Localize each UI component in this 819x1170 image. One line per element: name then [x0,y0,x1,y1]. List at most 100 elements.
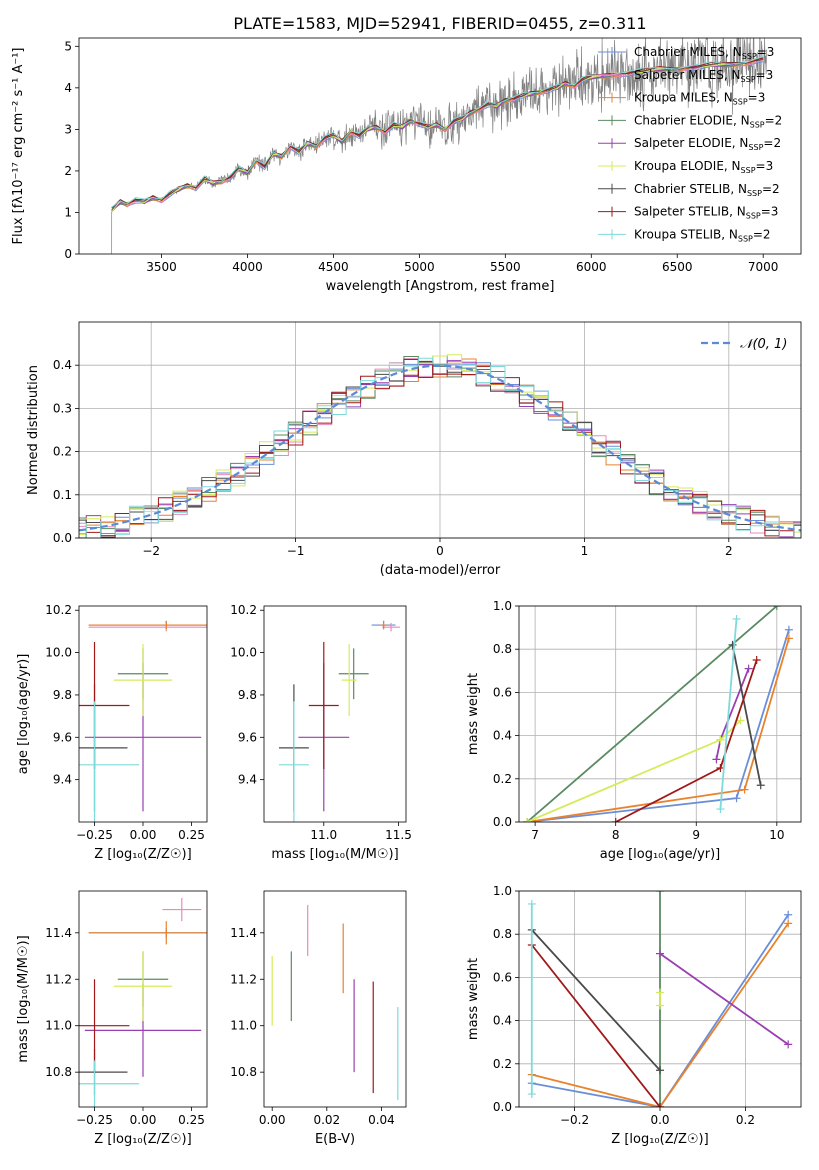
gaussian-curve [79,364,801,532]
weight_vs_Z-frame [518,890,802,1108]
spectrum-ytick-label: 0 [64,247,72,261]
legend-entry: Chabrier STELIB, NSSP=2 [634,182,780,198]
residuals-xtick-label: −1 [287,544,305,558]
mass_vs_EBV-xlabel: E(B-V) [315,1132,355,1147]
mass_vs_EBV-frame [263,890,407,1108]
weight_vs_Z-ytick-label: 0.6 [493,970,512,984]
age_vs_mass-ytick-label: 10.2 [230,603,257,617]
mass_vs_Z-ylabel: mass [log₁₀(M/M☉)] [16,935,31,1062]
age_vs_Z-xlabel: Z [log₁₀(Z/Z☉)] [94,847,191,862]
weight_vs_age-frame [518,605,802,823]
weight_vs_Z-xtick-label: −0.2 [560,1113,589,1127]
mass_vs_Z-plot-area [79,897,207,1107]
weight-point [527,899,536,908]
weight-point [732,614,741,623]
weight_vs_Z-ytick-label: 0.4 [493,1014,512,1028]
panel-mass_vs_Z: −0.25 0.00 0.25 10.8 11.0 11.2 11.4 Z [log₁₀(Z/… [16,890,208,1147]
panel-residuals: −2 −1 0 1 2 0.0 0.1 0.2 0.3 0.4 (data-model)/error… [26,321,802,578]
spectrum-xtick-label: 3500 [146,260,177,274]
mass_vs_Z-xlabel: Z [log₁₀(Z/Z☉)] [94,1132,191,1147]
spectrum-frame [78,37,802,255]
legend-nssp: 2 [773,136,781,150]
legend-entry: Chabrier MILES, NSSP=3 [634,45,774,61]
spectrum-legend: Chabrier MILES, NSSP=3 Salpeter MILES, NS… [598,45,782,243]
panel-spectrum: 3500 4000 4500 5000 5500 6000 6500 7000012345wa… [11,37,802,294]
weight-line [531,914,789,1107]
legend-label: Salpeter MILES [634,68,724,82]
weight_vs_Z-ytick-label: 1.0 [493,884,512,898]
mass_vs_EBV-xtick-label: 0.04 [368,1113,395,1127]
residuals-xtick-label: 0 [436,544,444,558]
legend-entry: Salpeter STELIB, NSSP=3 [634,205,778,221]
weight-point [756,781,765,790]
weight-point [784,625,793,634]
age_vs_mass-ytick-label: 9.8 [238,688,257,702]
spectrum-xtick-label: 5500 [490,260,521,274]
residuals-xtick-label: 1 [581,544,589,558]
mass_vs_EBV-background [264,891,406,1107]
weight-point [523,818,532,822]
weight_vs_Z-plot-area [527,891,793,1107]
weight-line [531,929,661,1071]
legend-label: Kroupa STELIB [634,227,721,241]
weight-point [611,818,620,822]
mass_vs_EBV-ytick-label: 10.8 [230,1065,257,1079]
residuals-frame [78,321,802,539]
weight_vs_age-xtick-label: 8 [612,828,620,842]
age_vs_Z-ylabel: age [log₁₀(age/yr)] [16,654,31,775]
legend-label: Salpeter STELIB [634,205,729,219]
age_vs_mass-frame [263,605,407,823]
legend-entry: Salpeter ELODIE, NSSP=2 [634,136,781,152]
residuals-xtick-label: 2 [725,544,733,558]
mass_vs_Z-xtick-label: 0.00 [130,1113,157,1127]
residuals-ytick-label: 0.0 [53,531,72,545]
model-line [111,57,764,209]
weight-point [736,716,745,725]
legend-nssp: 2 [775,113,783,127]
residuals-ytick-label: 0.1 [53,488,72,502]
mass_vs_EBV-xtick-label: 0.00 [259,1113,286,1127]
spectrum-xtick-label: 7000 [748,260,779,274]
legend-nssp: 2 [763,227,771,241]
age_vs_Z-xtick-label: 0.25 [178,828,205,842]
legend-label: Salpeter ELODIE [634,136,732,150]
mass_vs_Z-ytick-label: 10.8 [45,1065,72,1079]
panel-weight_vs_age: 7 8 9 10 0.0 0.2 0.4 0.6 0.8 1.0 age [log₁₀(age/yr… [466,599,802,862]
weight_vs_age-xtick-label: 9 [692,828,700,842]
weight-point [712,755,721,764]
age_vs_Z-plot-area [79,620,207,822]
residuals-xlabel: (data-model)/error [380,563,501,578]
legend-nssp: 3 [767,45,775,59]
hist-legend: 𝒩(0, 1) [701,337,787,352]
weight-point [732,794,741,803]
panel-age_vs_Z: −0.25 0.00 0.25 9.4 9.6 9.8 10.0 10.2 Z [log₁₀(Z… [16,603,208,862]
spectrum-ytick-label: 3 [64,122,72,136]
weight_vs_age-ytick-label: 0.2 [493,772,512,786]
residuals-ylabel: Normed distribution [26,365,41,495]
panel-age_vs_mass: 11.0 11.5 9.4 9.6 9.8 10.0 10.2 mass [log₁₀(M/M… [230,603,412,862]
weight-point [716,805,725,814]
legend-nssp: 2 [772,182,780,196]
age_vs_mass-xlabel: mass [log₁₀(M/M☉)] [271,847,398,862]
legend-entry: Kroupa MILES, NSSP=3 [634,91,765,107]
legend-nssp: 3 [766,68,774,82]
weight-point [656,1001,664,1010]
panel-weight_vs_Z: −0.2 0.0 0.2 0.0 0.2 0.4 0.6 0.8 1.0 Z [log₁₀(Z/Z… [466,884,802,1147]
age_vs_mass-xtick-label: 11.0 [310,828,337,842]
weight-point [784,1040,793,1049]
figure-title: PLATE=1583, MJD=52941, FIBERID=0455, z=0… [233,14,646,33]
weight-point [716,735,725,744]
weight-point [656,1103,664,1107]
mass_vs_EBV-xtick-label: 0.02 [313,1113,340,1127]
spectrum-ytick-label: 1 [64,205,72,219]
mass_vs_Z-ytick-label: 11.0 [45,1019,72,1033]
mass_vs_Z-ytick-label: 11.4 [45,926,72,940]
spectrum-xtick-label: 4500 [318,260,349,274]
residuals-plot-area [79,354,801,538]
mass_vs_EBV-plot-area [271,904,399,1101]
spectrum-xtick-label: 5000 [404,260,435,274]
spectrum-xtick-label: 6500 [662,260,693,274]
age_vs_Z-xtick-label: −0.25 [76,828,113,842]
age_vs_Z-ytick-label: 10.0 [45,646,72,660]
spectrum-ylabel: Flux [fλ10⁻¹⁷ erg cm⁻² s⁻¹ A⁻¹] [11,48,26,245]
